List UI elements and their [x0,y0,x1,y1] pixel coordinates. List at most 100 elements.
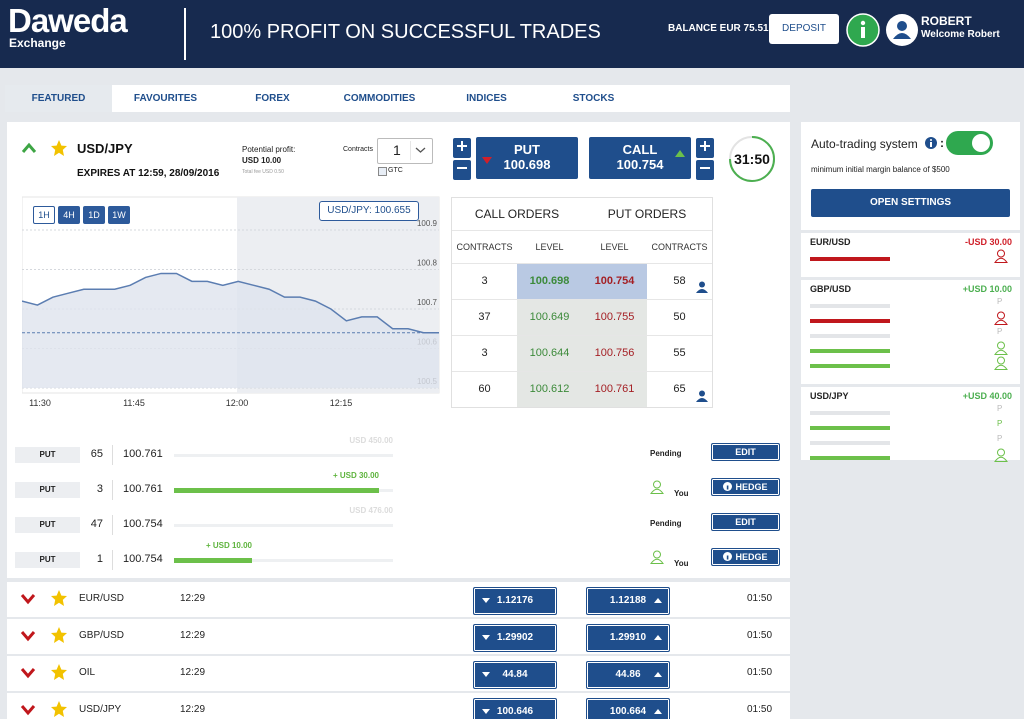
star[interactable] [50,700,68,718]
icon-head [997,341,1005,350]
put-price-button[interactable]: 1.12176 [473,587,557,615]
group-bar [810,426,890,430]
action-button[interactable]: EDIT [711,443,780,461]
book-cell: 3 [452,335,517,371]
call-button[interactable]: CALL 100.754 [589,137,691,179]
user-icon [994,356,1008,370]
arrow [654,598,662,603]
divider [112,445,113,465]
range-button[interactable]: 1W [108,206,130,224]
expand-icon[interactable] [20,704,36,716]
expand-icon[interactable] [20,667,36,679]
star[interactable] [50,663,68,681]
tab[interactable]: FAVOURITES [133,93,198,104]
call-label: CALL [622,142,658,157]
bar-track [174,524,393,527]
amount: + USD 10.00 [205,541,252,550]
timer: 31:50 [734,151,770,167]
star-shape [51,701,67,717]
avatar[interactable] [885,13,919,47]
time: 12:29 [180,704,206,715]
expand-icon[interactable] [20,630,36,642]
group-tag: P [997,327,1003,336]
minus-button[interactable] [696,160,714,180]
put-button[interactable]: PUT 100.698 [476,137,578,179]
group-bar [810,364,890,368]
star[interactable] [50,139,68,157]
call-price-button[interactable]: 1.29910 [586,624,670,652]
action-button[interactable]: EDIT [711,513,780,531]
price-line [22,272,439,334]
open-settings[interactable]: OPEN SETTINGS [811,189,1010,217]
market-row: GBP/USD 12:29 1.29902 1.29910 01:50 [7,619,790,654]
contracts-select[interactable] [377,138,433,164]
divider [112,515,113,535]
level: 100.754 [123,553,163,565]
info-icon[interactable] [925,137,937,149]
order-book: CALL ORDERS PUT ORDERS CONTRACTS LEVEL LEVEL… [451,197,713,408]
call-price-button[interactable]: 1.12188 [586,587,670,615]
put-price-button[interactable]: 1.29902 [473,624,557,652]
toggle[interactable] [946,131,993,155]
user-icon [650,550,664,564]
collapse-icon[interactable] [21,142,37,154]
time: 12:29 [180,630,206,641]
book-cell: 55 [647,335,712,371]
logo[interactable]: Daweda [8,2,128,39]
group-symbol: USD/JPY [810,391,849,401]
icon-head [653,480,661,489]
star[interactable] [50,626,68,644]
group-bar [810,411,890,415]
price-tooltip: USD/JPY: 100.655 [319,201,419,221]
arrow-shape [654,598,662,603]
put-price-button[interactable]: 100.646 [473,698,557,719]
contracts: 3 [96,483,103,495]
star[interactable] [50,589,68,607]
down-arrow [482,157,492,164]
put-price-button[interactable]: 44.84 [473,661,557,689]
range-button[interactable]: 1D [83,206,105,224]
symbol: EUR/USD [79,593,125,604]
tab[interactable]: COMMODITIES [343,93,416,104]
icon-head [997,311,1005,320]
book-cell: 50 [647,299,712,335]
action-button[interactable]: HEDGE [711,548,780,566]
call-price-button[interactable]: 44.86 [586,661,670,689]
auto-title: Auto-trading system [811,137,918,151]
range-button[interactable]: 1H [33,206,55,224]
icon-body [994,257,1008,263]
contracts: 65 [90,448,103,460]
action-button[interactable]: HEDGE [711,478,780,496]
deposit-button[interactable]: DEPOSIT [769,14,839,44]
market-row: OIL 12:29 44.84 44.86 01:50 [7,656,790,691]
expand-icon[interactable] [20,593,36,605]
call-price-button[interactable]: 100.664 [586,698,670,719]
tab[interactable]: FEATURED [5,85,112,112]
tab[interactable]: STOCKS [572,93,615,104]
icon-body [650,488,664,494]
side-badge: PUT [15,482,80,498]
auto-note: minimum initial margin balance of $500 [811,165,950,174]
book-cell: 100.644 [517,335,582,371]
group-separator [801,277,1020,280]
side-badge: PUT [15,552,80,568]
contracts: 47 [90,518,103,530]
info-icon[interactable] [846,13,880,47]
range-button[interactable]: 4H [58,206,80,224]
user-icon [994,341,1008,355]
book-cell: 100.612 [517,371,582,407]
gtc-checkbox[interactable] [378,167,387,176]
arrow-shape [482,635,490,640]
level: 100.761 [123,448,163,460]
book-cell: 100.761 [582,371,647,407]
tab[interactable]: FOREX [255,93,290,104]
divider [112,550,113,570]
arrow-shape [654,709,662,714]
put-label: PUT [514,142,540,157]
tab[interactable]: INDICES [466,93,507,104]
arrow [654,709,662,714]
profit-bar [174,558,252,563]
plus-button[interactable] [453,138,471,158]
plus-button[interactable] [696,138,714,158]
minus-button[interactable] [453,160,471,180]
